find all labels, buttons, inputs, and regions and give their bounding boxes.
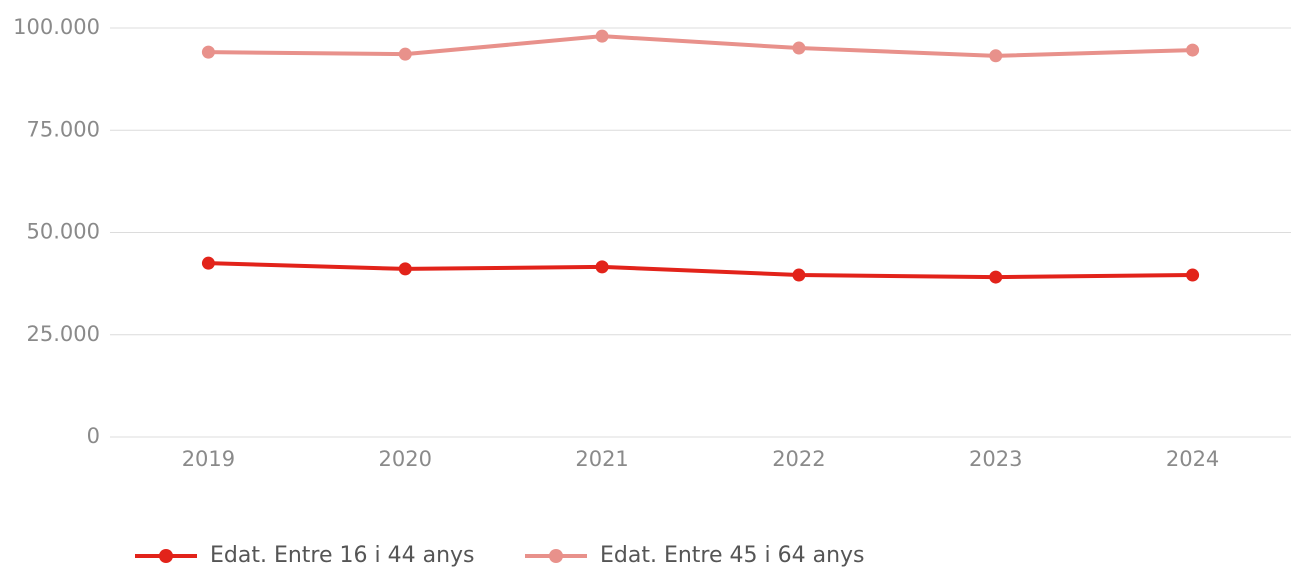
legend-marker xyxy=(549,549,563,563)
data-point xyxy=(201,256,215,270)
data-point xyxy=(792,268,806,282)
x-tick-label: 2019 xyxy=(182,447,235,471)
data-point xyxy=(1186,43,1200,57)
y-tick-label: 0 xyxy=(87,424,100,448)
y-tick-label: 25.000 xyxy=(27,322,100,346)
series-line xyxy=(208,261,1193,280)
data-point xyxy=(595,260,609,274)
data-point xyxy=(989,49,1003,63)
x-tick-label: 2020 xyxy=(379,447,432,471)
data-point xyxy=(201,45,215,59)
data-point xyxy=(595,29,609,43)
y-tick-label: 100.000 xyxy=(13,15,100,39)
x-tick-label: 2023 xyxy=(969,447,1022,471)
y-tick-label: 75.000 xyxy=(27,117,100,141)
legend-label: Edat. Entre 16 i 44 anys xyxy=(210,543,475,568)
legend-marker xyxy=(159,549,173,563)
data-point xyxy=(792,41,806,55)
data-point xyxy=(1186,268,1200,282)
x-tick-label: 2021 xyxy=(575,447,628,471)
legend-label: Edat. Entre 45 i 64 anys xyxy=(600,543,865,568)
data-point xyxy=(989,270,1003,284)
y-tick-label: 50.000 xyxy=(27,220,100,244)
series-line xyxy=(208,34,1193,58)
data-point xyxy=(398,47,412,61)
data-point xyxy=(398,262,412,276)
x-tick-label: 2024 xyxy=(1166,447,1219,471)
x-tick-label: 2022 xyxy=(772,447,825,471)
